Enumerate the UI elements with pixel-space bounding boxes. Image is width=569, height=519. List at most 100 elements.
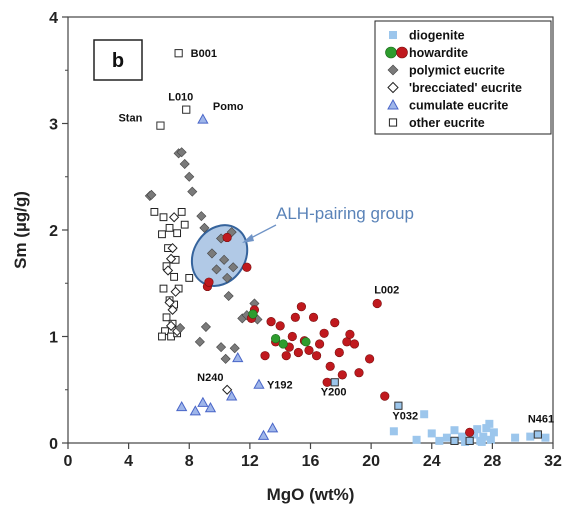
- other-eucrite-point: [165, 223, 174, 232]
- legend-marker-brecciated-eucrite: [387, 81, 399, 94]
- x-tick-label: 24: [423, 453, 441, 470]
- howardite-point: [380, 391, 390, 401]
- howardite-point: [275, 321, 285, 331]
- x-tick-label: 12: [241, 453, 259, 470]
- diogenite-point: [541, 433, 550, 442]
- legend-marker-polymict-eucrite: [387, 64, 399, 76]
- polymict-eucrite-point: [206, 248, 218, 259]
- howardite-green-point: [248, 309, 258, 319]
- legend-marker-other-eucrite: [388, 118, 398, 127]
- brecciated-eucrite-point: [167, 304, 178, 315]
- polymict-eucrite-point: [199, 222, 210, 233]
- cumulate-eucrite-point: [253, 378, 265, 389]
- x-tick-label: 20: [362, 453, 380, 470]
- diogenite-point: [526, 432, 535, 441]
- panel-label-box: b: [93, 39, 143, 81]
- howardite-point: [266, 316, 276, 327]
- labeled-point-marker: [174, 49, 183, 58]
- diogenite-point: [482, 424, 491, 433]
- howardite-point: [293, 347, 303, 358]
- howardite-point: [290, 312, 300, 322]
- polymict-eucrite-point: [220, 353, 231, 364]
- other-eucrite-point: [159, 284, 168, 293]
- legend-marker-howardite-red: [396, 46, 408, 59]
- howardite-point: [354, 368, 364, 378]
- howardite-point: [260, 351, 270, 361]
- cumulate-eucrite-point: [204, 402, 217, 413]
- howardite-point: [311, 351, 322, 361]
- howardite-point: [330, 318, 340, 328]
- brecciated-eucrite-point: [168, 212, 180, 223]
- legend: diogenite howardite polymict eucrite 'brecc…: [374, 20, 552, 135]
- callout-layer: ALH-pairing group: [190, 204, 414, 287]
- legend-marker-howardite-green: [385, 46, 397, 59]
- cumulate-eucrite-point: [226, 390, 238, 401]
- polymict-eucrite-point: [222, 272, 233, 283]
- x-tick-label: 32: [544, 453, 562, 470]
- howardite-point: [337, 370, 347, 380]
- polymict-eucrite-point: [176, 147, 187, 158]
- legend-box: [374, 20, 552, 135]
- diogenite-point: [450, 426, 459, 435]
- howardite-point: [296, 302, 307, 312]
- labeled-point-marker: [156, 121, 165, 130]
- diogenite-point: [389, 427, 398, 436]
- howardite-point: [242, 262, 252, 272]
- other-eucrite-point: [162, 313, 171, 322]
- x-tick-label: 28: [483, 453, 501, 470]
- brecciated-eucrite-point: [165, 253, 177, 264]
- diogenite-point: [479, 432, 488, 441]
- labeled-point-marker: [394, 401, 403, 410]
- cumulate-eucrite-point: [232, 351, 244, 363]
- other-eucrite-point: [150, 207, 159, 216]
- howardite-point: [222, 232, 232, 243]
- howardite-point: [334, 347, 344, 358]
- cumulate-eucrite-point: [176, 400, 188, 412]
- brecciated-eucrite-point: [165, 320, 177, 331]
- panel-label-frame: [93, 39, 143, 81]
- callout-arrowhead: [242, 234, 254, 243]
- diogenite-point: [511, 433, 520, 442]
- polymict-eucrite-point: [146, 189, 157, 200]
- howardite-green-point: [271, 334, 281, 344]
- polymict-eucrite-point: [179, 158, 190, 169]
- diogenite-point: [435, 436, 444, 445]
- polymict-eucrite-point: [229, 343, 240, 354]
- legend-label-diogenite: diogenite: [409, 29, 465, 43]
- x-tick-label: 8: [185, 453, 194, 470]
- diogenite-point: [485, 419, 494, 428]
- polymict-eucrite-point: [187, 186, 198, 197]
- y-axis-label: Sm (µg/g): [11, 191, 30, 269]
- howardite-point: [204, 277, 214, 287]
- cumulate-eucrite-point: [197, 396, 209, 407]
- polymict-eucrite-point: [184, 171, 195, 182]
- labeled-point-marker: [533, 430, 542, 439]
- point-label: Stan: [118, 113, 142, 125]
- panel-label: b: [112, 50, 124, 72]
- polymict-eucrite-point: [219, 254, 230, 265]
- howardite-point: [349, 339, 360, 349]
- other-eucrite-point: [173, 229, 182, 238]
- point-labels-layer: B001 L010 Pomo Stan L002 N240 Y192 Y200 Y032 N461: [118, 48, 554, 439]
- alh-pairing-ellipse: [190, 224, 249, 287]
- brecciated-eucrite-point: [167, 242, 178, 254]
- howardite-green-point: [278, 339, 288, 349]
- polymict-eucrite-point: [216, 342, 227, 353]
- x-axis-label: MgO (wt%): [267, 485, 355, 504]
- diogenite-point: [442, 433, 451, 442]
- polymict-eucrite-point: [196, 211, 207, 222]
- y-tick-label: 0: [49, 436, 58, 453]
- diogenite-point: [458, 432, 467, 441]
- point-label: Y192: [267, 379, 293, 391]
- cumulate-eucrite-point: [197, 113, 209, 124]
- diogenite-point: [461, 437, 470, 446]
- howardite-point: [345, 329, 355, 339]
- other-eucrite-point: [159, 213, 168, 222]
- other-eucrite-point: [158, 230, 166, 239]
- other-eucrite-point: [185, 274, 194, 282]
- point-label: N461: [528, 413, 554, 425]
- point-label: L002: [374, 284, 399, 296]
